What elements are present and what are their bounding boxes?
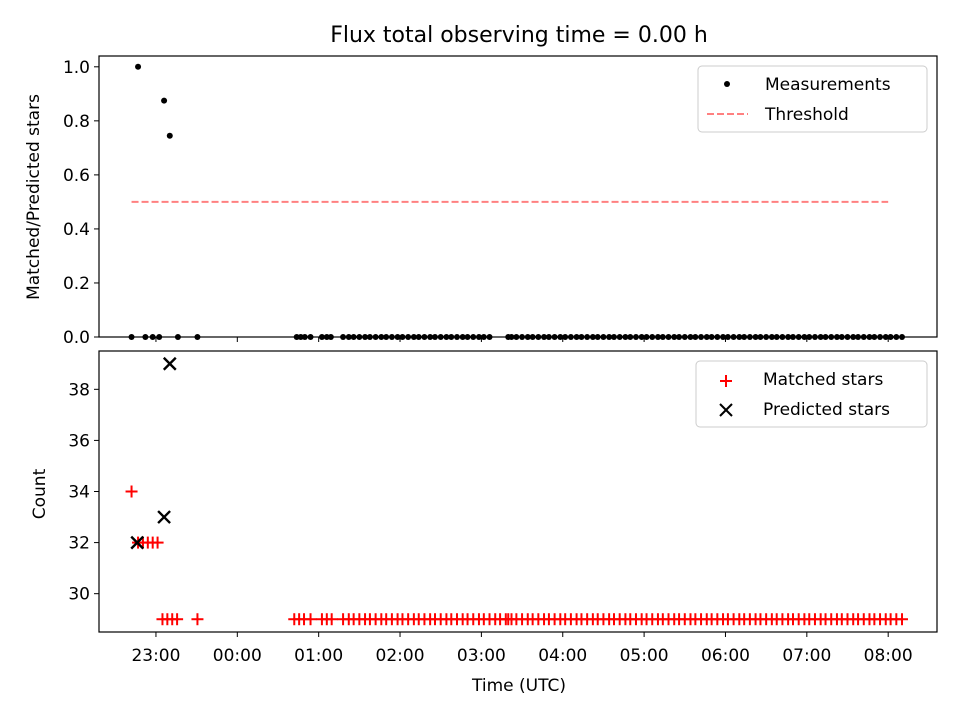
matched-star-marker (171, 613, 184, 626)
legend-label-measurements: Measurements (765, 75, 891, 95)
top-y-tick-label: 0.6 (63, 166, 90, 186)
top-axes-frame (98, 55, 938, 338)
legend-marker-measurements (724, 81, 730, 87)
legend-label-threshold: Threshold (764, 105, 849, 125)
legend-label-matched-stars: Matched stars (763, 370, 883, 390)
bottom-x-tick-label: 03:00 (457, 646, 506, 666)
bottom-y-axis-label: Count (30, 468, 50, 519)
bottom-x-tick-label: 01:00 (294, 646, 343, 666)
matched-star-marker (151, 536, 164, 549)
top-legend: Measurements Threshold (697, 65, 928, 133)
predicted-star-marker (162, 356, 177, 371)
bottom-x-tick-label: 02:00 (376, 646, 425, 666)
top-panel: 0.0 0.2 0.4 0.6 0.8 1.0 Matched/Predicted sta… (24, 55, 938, 348)
legend-label-predicted-stars: Predicted stars (763, 400, 890, 420)
bottom-panel: 30 32 34 36 38 23:00 00:00 01:00 02:00 03:00 04:0… (30, 350, 938, 696)
matched-star-marker (304, 613, 317, 626)
top-y-tick-label: 0.2 (63, 274, 90, 294)
top-y-axis: 0.0 0.2 0.4 0.6 0.8 1.0 (63, 58, 99, 348)
measurement-point (135, 63, 142, 70)
bottom-plot-area (125, 356, 909, 626)
bottom-x-axis: 23:00 00:00 01:00 02:00 03:00 04:00 05:00 06:00… (131, 632, 913, 666)
predicted-star-marker (157, 510, 171, 524)
bottom-y-tick-label: 30 (68, 585, 90, 605)
bottom-x-axis-label: Time (UTC) (471, 676, 566, 696)
figure-title: Flux total observing time = 0.00 h (330, 23, 708, 48)
top-y-tick-label: 0.0 (63, 328, 90, 348)
matched-star-marker (191, 613, 204, 626)
top-y-tick-label: 0.8 (63, 112, 90, 132)
top-y-axis-label: Matched/Predicted stars (24, 94, 44, 300)
bottom-y-tick-label: 32 (68, 534, 90, 554)
bottom-x-tick-label: 07:00 (782, 646, 831, 666)
measurement-point (161, 97, 168, 104)
bottom-x-tick-label: 23:00 (131, 646, 180, 666)
matched-star-marker (896, 613, 909, 626)
bottom-legend: Matched stars Predicted stars (695, 360, 928, 428)
top-y-tick-label: 0.4 (63, 220, 90, 240)
bottom-y-tick-label: 34 (68, 483, 90, 503)
bottom-x-tick-label: 04:00 (538, 646, 587, 666)
bottom-legend-box (695, 360, 928, 428)
predicted-star-marker (130, 535, 145, 550)
top-x-ticks (155, 337, 889, 342)
matched-star-marker (125, 485, 138, 498)
bottom-x-tick-label: 06:00 (701, 646, 750, 666)
top-legend-box (697, 65, 928, 133)
legend-marker-matched-stars (720, 375, 732, 387)
bottom-y-tick-label: 36 (68, 431, 90, 451)
measurement-point (166, 132, 173, 139)
bottom-y-tick-label: 38 (68, 380, 90, 400)
bottom-y-axis: 30 32 34 36 38 (68, 380, 99, 605)
top-y-tick-label: 1.0 (63, 58, 90, 78)
bottom-x-tick-label: 05:00 (620, 646, 669, 666)
legend-marker-predicted-stars (719, 403, 733, 417)
bottom-x-tick-label: 00:00 (213, 646, 262, 666)
matched-star-marker (325, 613, 338, 626)
bottom-x-tick-label: 08:00 (864, 646, 913, 666)
